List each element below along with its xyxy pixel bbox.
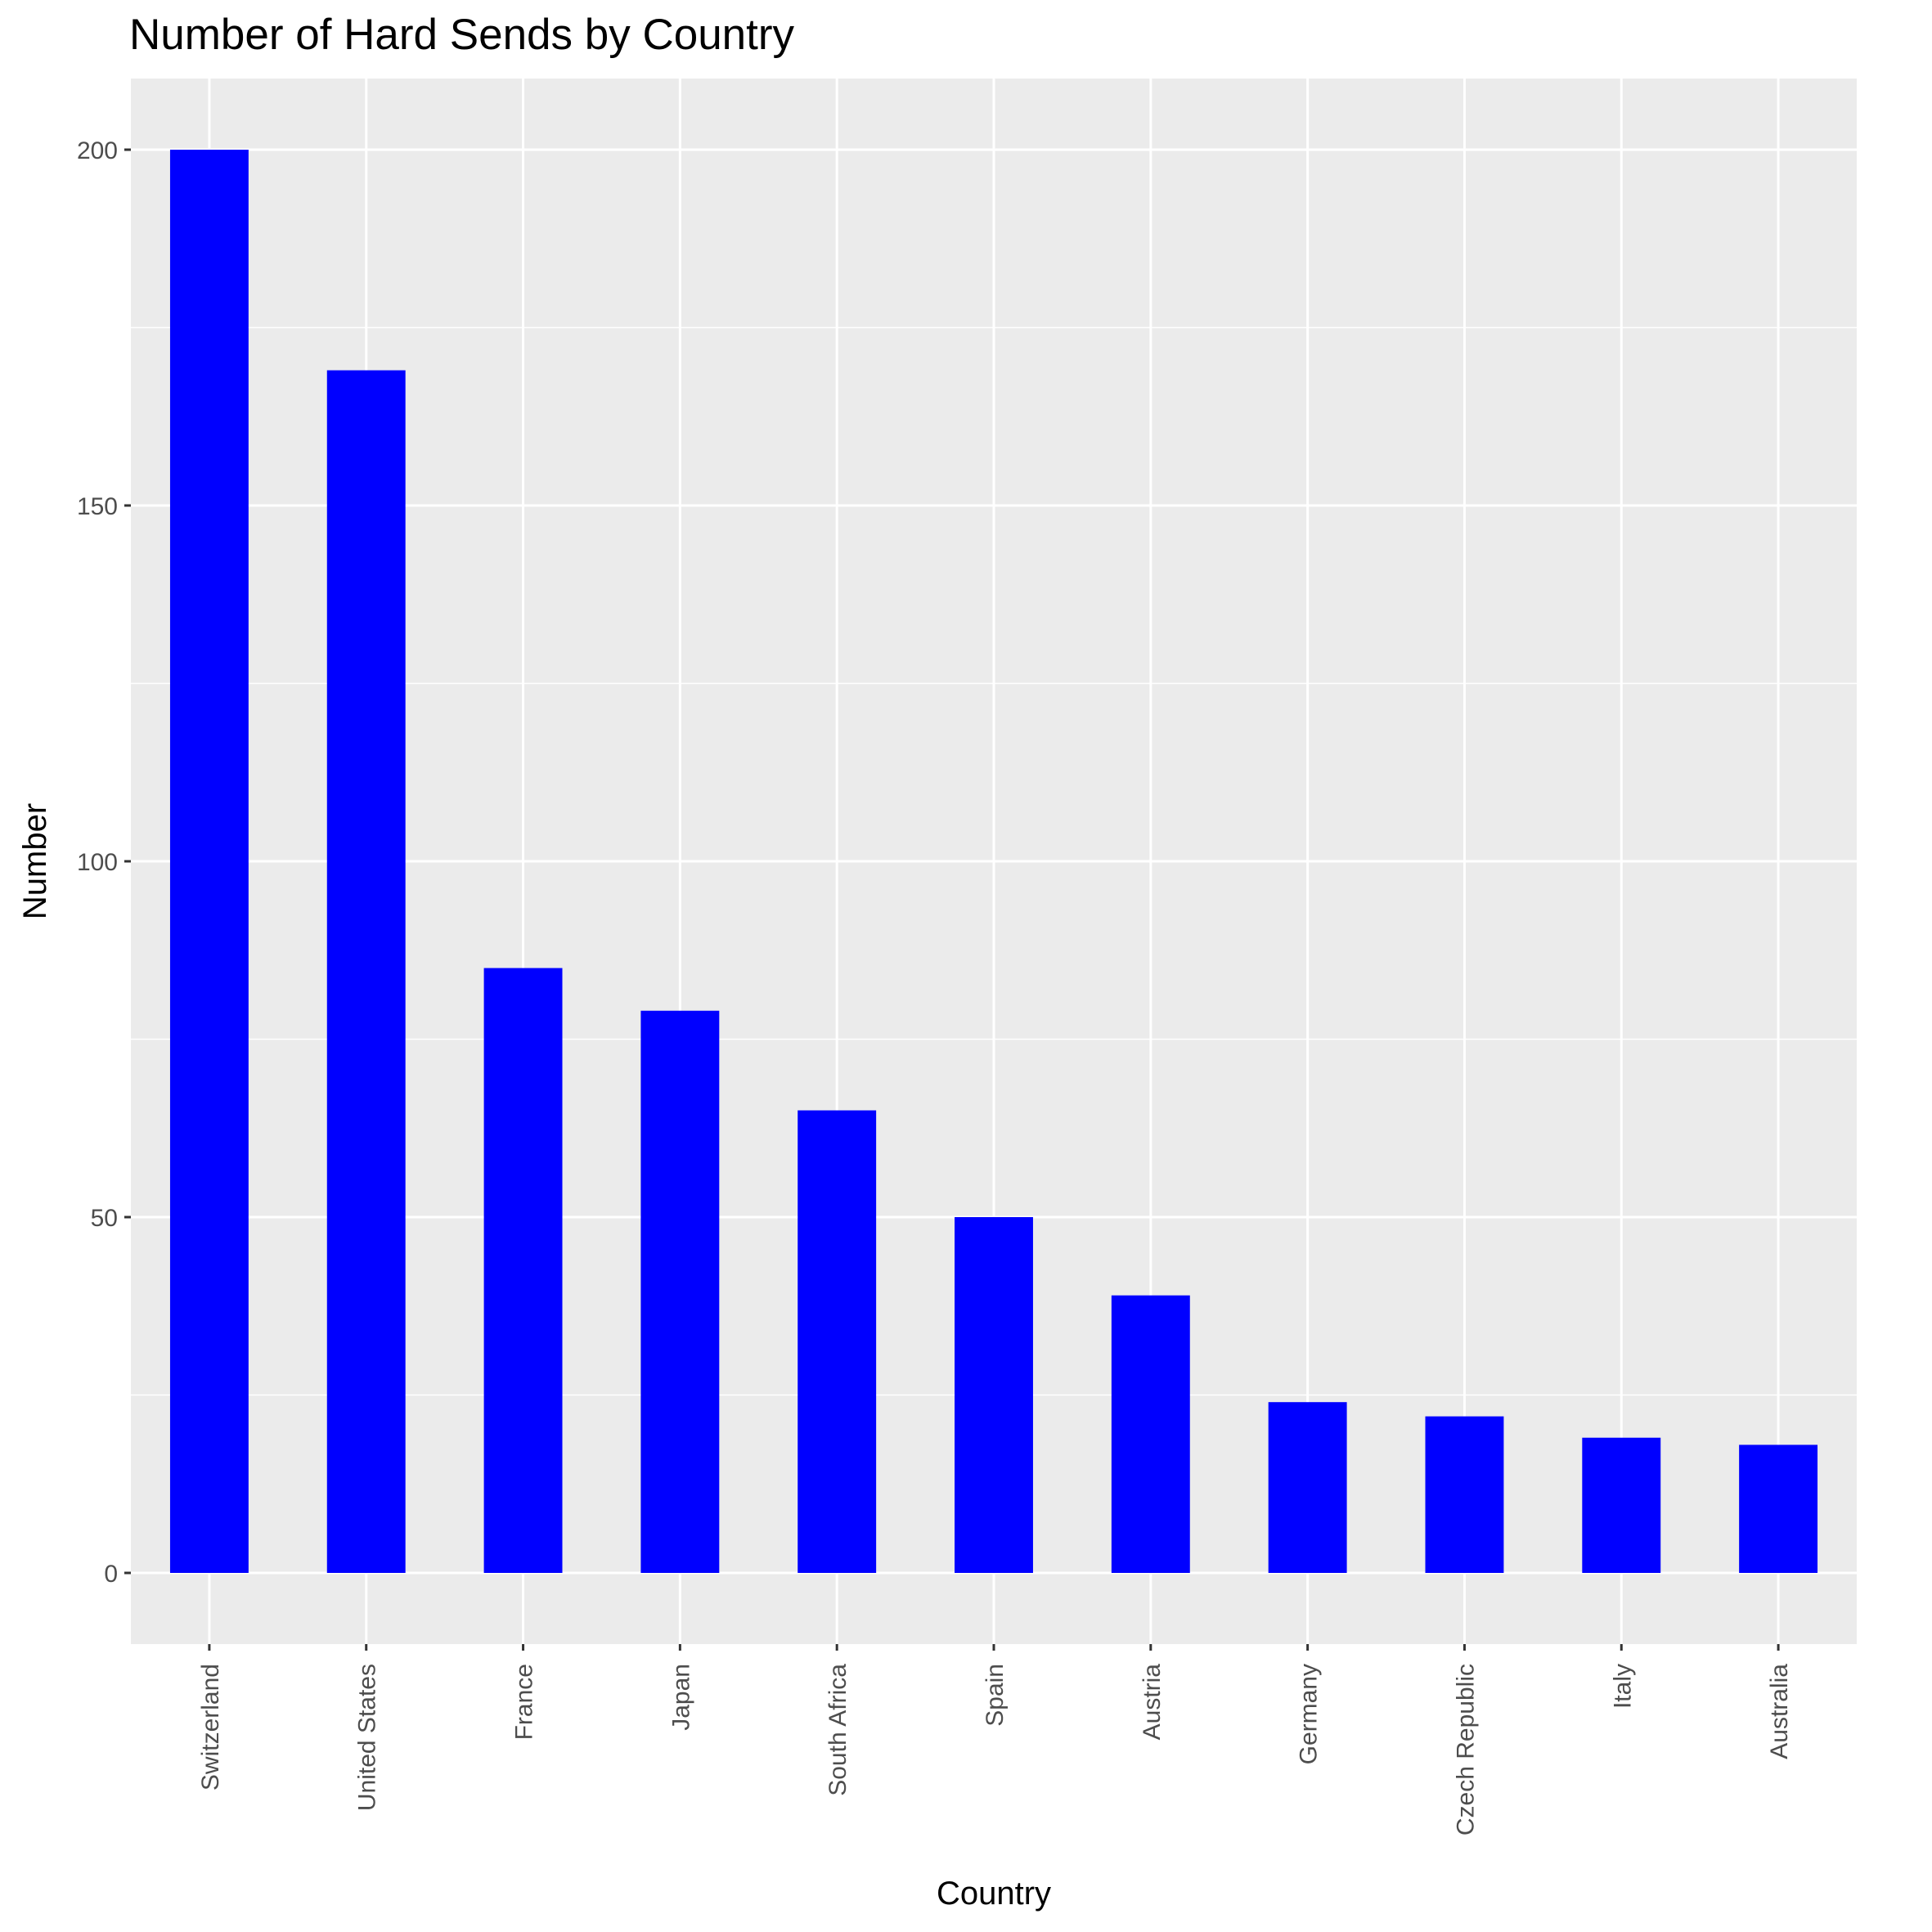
- bar: [955, 1217, 1033, 1573]
- y-tick-label: 0: [104, 1561, 118, 1588]
- y-tick-label: 50: [91, 1205, 118, 1232]
- x-axis-title: Country: [937, 1876, 1051, 1912]
- bars: [169, 150, 1818, 1574]
- bar: [1739, 1445, 1818, 1573]
- x-tick-label: Spain: [982, 1664, 1009, 1727]
- bar: [1582, 1437, 1661, 1573]
- x-tick-label: South Africa: [824, 1664, 851, 1796]
- y-tick-label: 150: [77, 493, 118, 520]
- y-axis-title: Number: [17, 803, 53, 919]
- bar: [326, 370, 406, 1574]
- y-tick-label: 200: [77, 137, 118, 164]
- x-tick-label: Czech Republic: [1452, 1664, 1479, 1835]
- bar: [483, 968, 563, 1573]
- x-tick-label: Germany: [1296, 1664, 1323, 1764]
- bar: [1111, 1295, 1190, 1573]
- bar: [1268, 1402, 1347, 1573]
- bar: [169, 150, 249, 1573]
- x-tick-label: Italy: [1609, 1664, 1636, 1709]
- x-tick-label: Japan: [667, 1664, 694, 1731]
- y-tick-label: 100: [77, 849, 118, 876]
- bar: [640, 1010, 720, 1573]
- x-tick-label: France: [511, 1664, 538, 1740]
- bar: [798, 1110, 877, 1573]
- x-tick-label: Switzerland: [197, 1664, 224, 1790]
- y-axis: 0 50 100 150 200: [77, 137, 131, 1588]
- bar: [1425, 1416, 1504, 1573]
- x-tick-label: Austria: [1139, 1664, 1166, 1741]
- chart-title: Number of Hard Sends by Country: [129, 11, 795, 59]
- x-tick-label: United States: [354, 1664, 381, 1811]
- x-tick-label: Australia: [1766, 1664, 1793, 1759]
- x-axis: Switzerland United States France Japan South…: [197, 1644, 1793, 1835]
